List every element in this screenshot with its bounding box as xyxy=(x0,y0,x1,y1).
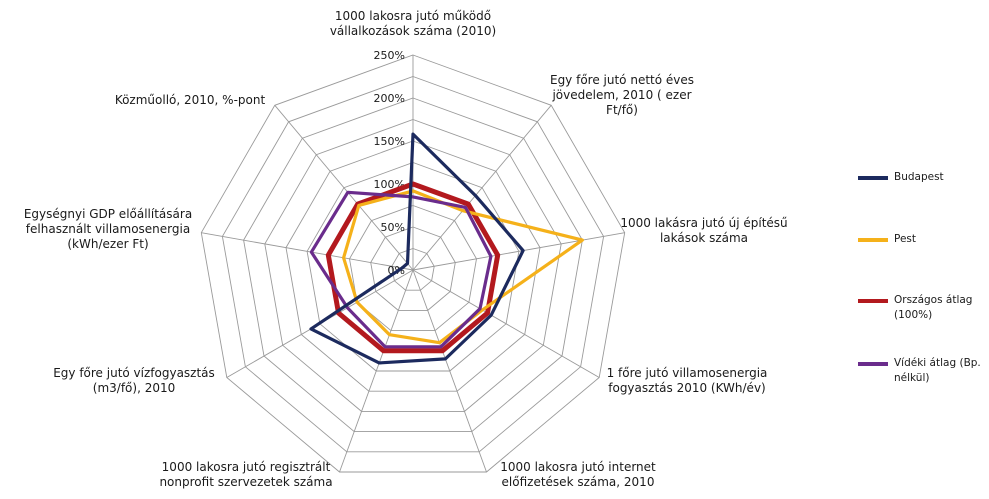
legend-item: Pest xyxy=(858,232,916,247)
legend-label: Pest xyxy=(894,233,917,245)
series-line-budapest xyxy=(309,132,525,365)
series-line-orsz-gos-tlag-100 xyxy=(325,181,501,354)
grid-ring xyxy=(391,248,435,291)
legend-swatch xyxy=(858,238,888,242)
radial-tick-labels: 0%50%100%150%200%250% xyxy=(374,49,405,277)
tick-label: 150% xyxy=(374,135,405,148)
legend-item: Országos átlag (100%) xyxy=(858,293,972,323)
grid-ring xyxy=(370,226,456,311)
legend-swatch xyxy=(858,176,888,180)
grid-spoke xyxy=(201,232,414,271)
legend-swatch xyxy=(858,299,888,303)
grid-ring xyxy=(221,76,605,453)
grid-ring xyxy=(264,119,562,412)
legend-label: Budapest xyxy=(894,171,944,183)
legend-swatch xyxy=(858,362,888,366)
axis-label: 1000 lakosra jutó működő vállalkozások sz… xyxy=(330,9,496,38)
tick-label: 250% xyxy=(374,49,405,62)
tick-label: 50% xyxy=(381,221,405,234)
grid-ring xyxy=(349,205,477,332)
grid-spoke xyxy=(339,269,414,473)
axis-labels: 1000 lakosra jutó működő vállalkozások sz… xyxy=(24,9,788,489)
grid-spoke xyxy=(412,232,625,271)
axis-label: 1 főre jutó villamosenergia fogyasztás 20… xyxy=(607,366,768,395)
axis-label: Egységnyi GDP előállítására felhasznált v… xyxy=(24,207,192,251)
grid-spoke xyxy=(274,105,414,271)
legend-label: Országos átlag (100%) xyxy=(894,294,973,321)
legend-label: Vídéki átlag (Bp. nélkül) xyxy=(894,357,981,384)
grid-ring xyxy=(285,140,541,392)
legend-item: Vídéki átlag (Bp. nélkül) xyxy=(858,356,981,386)
axis-label: Közműolló, 2010, %-pont xyxy=(115,93,266,107)
grid-spoke xyxy=(412,269,600,378)
series-layer xyxy=(309,132,585,365)
grid-ring xyxy=(200,54,626,473)
axis-label: Egy főre jutó vízfogyasztás (m3/fő), 2010 xyxy=(53,366,215,395)
legend-item: Budapest xyxy=(858,170,944,185)
radar-grid xyxy=(200,54,626,473)
axis-label: 1000 lakosra jutó internet előfizetések s… xyxy=(500,460,656,489)
grid-ring xyxy=(243,97,583,433)
series-line-pest xyxy=(342,189,585,345)
grid-spoke xyxy=(412,269,487,473)
axis-label: 1000 lakásra jutó új építésű lakások szám… xyxy=(620,216,787,245)
series-line-v-d-ki-tlag-bp-n-lk-l xyxy=(309,190,493,349)
axis-label: Egy főre jutó nettó éves jövedelem, 2010 … xyxy=(550,73,694,117)
grid-spoke xyxy=(412,105,552,271)
tick-label: 200% xyxy=(374,92,405,105)
axis-label: 1000 lakosra jutó regisztrált nonprofit s… xyxy=(159,460,332,489)
